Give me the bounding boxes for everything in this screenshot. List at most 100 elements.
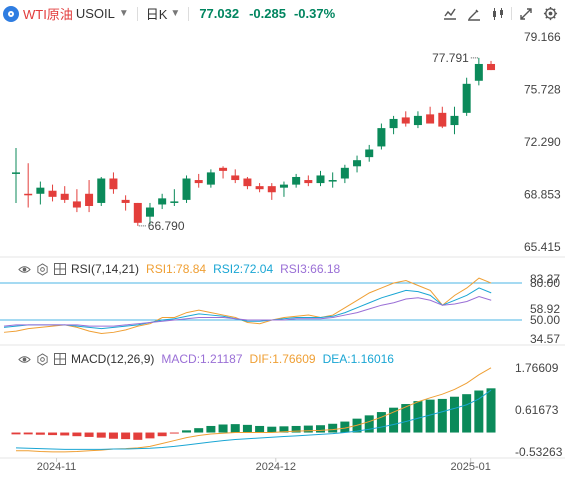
rsi1-value: RSI1:78.84 xyxy=(146,262,207,276)
divider xyxy=(136,6,138,21)
gear-icon xyxy=(543,6,557,21)
macd-value: MACD:1.21187 xyxy=(161,352,243,366)
macd-histogram-bar xyxy=(121,432,131,440)
macd-histogram-bar xyxy=(206,425,216,433)
candle-body xyxy=(487,63,496,71)
macd-histogram-bar xyxy=(194,428,204,433)
fullscreen-button[interactable] xyxy=(517,5,535,22)
last-price: 77.032 xyxy=(199,6,240,21)
candle-body xyxy=(279,184,288,188)
indicator-icon xyxy=(444,8,456,20)
macd-histogram-bar xyxy=(340,421,350,433)
candle-body xyxy=(133,202,142,223)
macd-histogram-bar xyxy=(96,432,106,438)
min-price-label: 66.790 xyxy=(148,219,185,233)
candle-body xyxy=(389,118,398,129)
macd-histogram-bar xyxy=(169,432,179,434)
candle-body xyxy=(292,176,301,185)
draw-icon xyxy=(468,9,480,21)
indicator-button[interactable] xyxy=(441,5,459,22)
macd-histogram-bar xyxy=(291,425,301,433)
candle-body xyxy=(206,172,215,185)
macd-title: MACD(12,26,9) xyxy=(71,352,155,366)
grid-icon[interactable] xyxy=(53,262,67,276)
macd-axis-tick: 0.61673 xyxy=(515,403,559,417)
macd-histogram-bar xyxy=(303,425,313,433)
candle-body xyxy=(438,112,447,127)
draw-tool-button[interactable] xyxy=(465,5,483,22)
macd-histogram-bar xyxy=(133,432,143,440)
symbol-name: WTI原油 xyxy=(23,7,73,22)
candle-body xyxy=(170,201,179,203)
settings-button[interactable] xyxy=(541,5,559,22)
compare-button[interactable] xyxy=(489,5,507,22)
candle-body xyxy=(267,186,276,193)
macd-histogram-bar xyxy=(474,390,484,433)
candle-body xyxy=(231,175,240,181)
macd-histogram-bar xyxy=(279,426,289,433)
price-change: -0.285 xyxy=(249,6,286,21)
macd-histogram-bar xyxy=(267,426,277,433)
macd-histogram-bar xyxy=(72,432,82,437)
x-axis-tick-label: 2025-01 xyxy=(450,461,490,473)
macd-histogram-bar xyxy=(145,432,155,439)
grid-icon[interactable] xyxy=(53,352,67,366)
candle-body xyxy=(401,117,410,124)
dea-value: DEA:1.16016 xyxy=(322,352,394,366)
price-axis-tick: 79.166 xyxy=(524,30,561,44)
eye-icon[interactable] xyxy=(17,262,31,276)
gear-icon[interactable] xyxy=(35,352,49,366)
macd-histogram-bar xyxy=(462,394,472,433)
price-change-percent: -0.37% xyxy=(293,6,336,21)
macd-histogram-bar xyxy=(11,432,21,435)
period-selector[interactable]: 日K xyxy=(145,7,168,22)
gear-icon[interactable] xyxy=(35,262,49,276)
candle-body xyxy=(426,114,435,124)
candle-body xyxy=(316,175,325,184)
dif-value: DIF:1.76609 xyxy=(249,352,316,366)
candle-body xyxy=(328,180,337,182)
divider xyxy=(511,7,512,20)
macd-histogram-bar xyxy=(437,398,447,433)
macd-histogram-bar xyxy=(242,424,252,433)
candle-body xyxy=(85,193,94,206)
candle-body xyxy=(413,115,422,126)
macd-histogram-bar xyxy=(230,424,240,433)
rsi2-value: RSI2:72.04 xyxy=(213,262,274,276)
price-axis-tick: 72.290 xyxy=(524,135,561,149)
candle-body xyxy=(340,167,349,179)
chart-header: WTI原油 USOIL ▼ 日K ▼ 77.032 -0.285 -0.37% xyxy=(0,0,565,27)
symbol-logo-icon xyxy=(3,5,19,22)
macd-histogram-bar xyxy=(182,430,192,433)
candle-body xyxy=(450,115,459,126)
eye-icon[interactable] xyxy=(17,352,31,366)
symbol-code: USOIL xyxy=(75,6,115,21)
symbol-selector[interactable]: WTI原油 USOIL ▼ xyxy=(3,4,129,23)
divider xyxy=(188,6,190,21)
macd-axis-tick: 1.76609 xyxy=(515,361,559,375)
macd-histogram-bar xyxy=(401,404,411,433)
candle-body xyxy=(36,187,45,194)
macd-histogram-bar xyxy=(35,432,45,435)
candle-body xyxy=(158,198,167,205)
rsi-axis-tick: 58.92 xyxy=(530,302,560,316)
candle-body xyxy=(60,193,69,200)
rsi-title: RSI(7,14,21) xyxy=(71,262,140,276)
macd-histogram-bar xyxy=(316,425,325,433)
candle-body xyxy=(194,180,203,184)
dif-line xyxy=(16,367,492,453)
x-axis-tick-label: 2024-12 xyxy=(256,461,296,473)
macd-legend: MACD(12,26,9) MACD:1.21187 DIF:1.76609 D… xyxy=(17,351,394,367)
macd-histogram-bar xyxy=(60,432,70,436)
rsi-axis-tick: 80.00 xyxy=(530,276,560,290)
rsi-axis-tick: 34.57 xyxy=(530,332,560,346)
candle-body xyxy=(365,149,374,158)
candle-body xyxy=(219,167,228,171)
macd-histogram-bar xyxy=(328,423,338,433)
candle-body xyxy=(24,193,33,196)
macd-axis-tick: -0.53263 xyxy=(515,445,563,459)
compare-icon xyxy=(493,7,503,20)
rsi-line-rsi2 xyxy=(3,287,492,330)
macd-histogram-bar xyxy=(413,401,423,433)
